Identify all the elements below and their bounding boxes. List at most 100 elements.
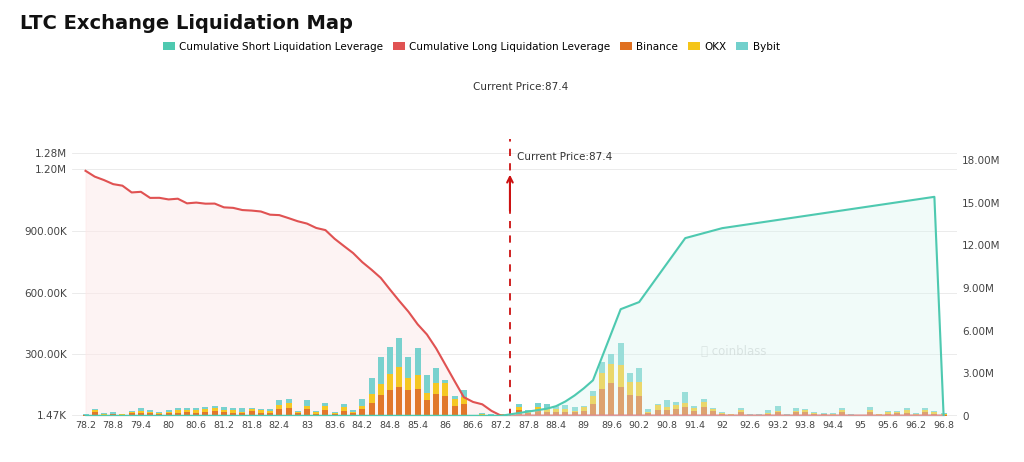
Bar: [138, 408, 144, 411]
Bar: [101, 414, 106, 416]
Bar: [645, 412, 651, 413]
Bar: [923, 410, 928, 412]
Bar: [571, 413, 578, 416]
Bar: [719, 413, 725, 414]
Bar: [553, 412, 559, 416]
Bar: [341, 407, 347, 411]
Bar: [904, 408, 909, 411]
Bar: [516, 410, 522, 416]
Bar: [332, 414, 338, 416]
Bar: [194, 407, 200, 409]
Bar: [203, 407, 209, 409]
Bar: [525, 412, 531, 413]
Bar: [700, 407, 707, 416]
Bar: [691, 406, 697, 408]
Bar: [175, 410, 181, 413]
Bar: [120, 414, 125, 415]
Bar: [645, 413, 651, 416]
Bar: [737, 412, 743, 416]
Bar: [737, 407, 743, 410]
Bar: [682, 403, 688, 407]
Bar: [396, 338, 402, 367]
Bar: [913, 415, 919, 416]
Bar: [581, 407, 587, 411]
Bar: [295, 412, 301, 413]
Bar: [424, 376, 430, 393]
Bar: [728, 414, 734, 415]
Bar: [756, 415, 762, 416]
Bar: [535, 403, 541, 407]
Bar: [442, 383, 449, 396]
Bar: [627, 373, 633, 383]
Bar: [111, 413, 116, 414]
Bar: [562, 412, 568, 416]
Bar: [876, 415, 882, 416]
Bar: [396, 367, 402, 387]
Bar: [553, 406, 559, 409]
Bar: [221, 410, 227, 412]
Bar: [811, 414, 817, 416]
Bar: [258, 410, 264, 413]
Bar: [129, 411, 134, 412]
Bar: [774, 411, 780, 412]
Bar: [323, 410, 329, 416]
Bar: [793, 411, 799, 413]
Text: Current Price:87.4: Current Price:87.4: [517, 152, 612, 163]
Bar: [203, 409, 209, 412]
Bar: [433, 368, 439, 383]
Bar: [654, 410, 660, 416]
Bar: [581, 406, 587, 407]
Bar: [479, 413, 485, 414]
Bar: [276, 400, 283, 405]
Bar: [212, 406, 218, 408]
Bar: [313, 413, 319, 416]
Bar: [295, 411, 301, 412]
Bar: [267, 413, 273, 416]
Bar: [240, 408, 246, 412]
Bar: [433, 383, 439, 394]
Bar: [617, 387, 624, 416]
Bar: [166, 410, 172, 412]
Bar: [765, 414, 771, 416]
Bar: [433, 394, 439, 416]
Bar: [664, 410, 670, 416]
Bar: [645, 409, 651, 412]
Text: 🦅 coinblass: 🦅 coinblass: [700, 345, 766, 358]
Bar: [203, 412, 209, 416]
Bar: [774, 406, 780, 411]
Bar: [147, 410, 154, 412]
Bar: [479, 414, 485, 415]
Bar: [783, 414, 790, 415]
Bar: [913, 413, 919, 414]
Bar: [839, 407, 845, 410]
Bar: [535, 411, 541, 416]
Bar: [359, 400, 366, 406]
Bar: [461, 390, 467, 397]
Bar: [129, 413, 134, 416]
Bar: [590, 391, 596, 396]
Bar: [415, 375, 421, 389]
Legend: Cumulative Short Liquidation Leverage, Cumulative Long Liquidation Leverage, Bin: Cumulative Short Liquidation Leverage, C…: [159, 37, 783, 56]
Bar: [479, 415, 485, 416]
Bar: [111, 412, 116, 413]
Bar: [895, 412, 900, 413]
Bar: [765, 410, 771, 413]
Bar: [276, 405, 283, 409]
Bar: [267, 411, 273, 413]
Bar: [941, 414, 946, 416]
Bar: [461, 397, 467, 404]
Bar: [802, 412, 808, 416]
Bar: [691, 408, 697, 411]
Bar: [895, 413, 900, 416]
Bar: [885, 413, 891, 416]
Bar: [406, 378, 412, 390]
Bar: [811, 412, 817, 413]
Bar: [866, 412, 872, 416]
Bar: [304, 406, 310, 409]
Bar: [396, 387, 402, 416]
Bar: [249, 409, 255, 411]
Bar: [904, 413, 909, 416]
Bar: [562, 409, 568, 412]
Bar: [719, 414, 725, 416]
Bar: [599, 373, 605, 389]
